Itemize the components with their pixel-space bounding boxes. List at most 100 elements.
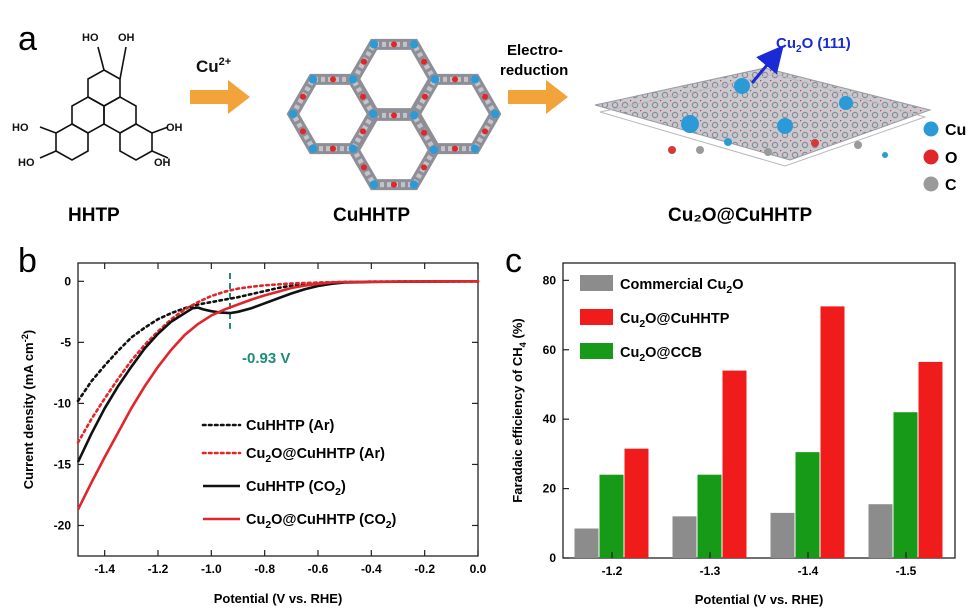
cu2o-cuhhtp-sheet: [595, 68, 930, 166]
x-tick-label: -1.4: [94, 562, 115, 576]
cu-node: [410, 180, 418, 188]
series-line-3: [78, 281, 478, 462]
cu-node: [349, 144, 357, 152]
arrow-2-line-1: Electro-: [507, 42, 563, 59]
panel-c-label: c: [505, 242, 522, 280]
legend-swatch-1: [580, 275, 613, 291]
o-atom: [330, 76, 336, 82]
callout-label: Cu2O (111): [776, 35, 851, 55]
cuhhtp-name: CuHHTP: [333, 205, 410, 226]
panel-b-label: b: [18, 242, 37, 280]
cu-node: [309, 75, 317, 83]
atom-legend-cu: Cu: [945, 122, 966, 139]
o-atom: [361, 59, 367, 65]
bar-1-1: [575, 529, 599, 559]
legend-swatch-2: [580, 309, 613, 325]
cu-node: [430, 146, 438, 154]
o-atom: [391, 182, 397, 188]
o-atom: [482, 94, 488, 100]
x-tick-label: -0.6: [308, 562, 329, 576]
hhtp-oh-top: OH: [118, 32, 135, 44]
legend-swatch-3: [580, 343, 613, 359]
y-axis-label: Current density (mA cm-2): [20, 330, 36, 490]
bar-3-2: [698, 475, 722, 558]
reaction-arrow-2: [508, 80, 568, 114]
bar-2-1: [625, 449, 649, 558]
arrow-2-line-2: reduction: [500, 62, 568, 79]
bar-3-1: [600, 475, 624, 558]
x-tick-label: -0.8: [254, 562, 275, 576]
bar-1-3: [771, 513, 795, 558]
legend-label-3: Cu2O@CCB: [620, 345, 702, 364]
y-tick-label: -5: [60, 335, 71, 349]
bar-1-4: [869, 504, 893, 558]
y-tick-label: 20: [543, 482, 557, 496]
hhtp-oh-right1: OH: [166, 122, 183, 134]
cu-node: [370, 180, 378, 188]
o-atom: [391, 41, 397, 47]
o-atom: [360, 128, 366, 134]
o-atom: [421, 130, 427, 136]
legend-label-1: Commercial Cu2O: [620, 277, 743, 296]
y-tick-label: 80: [543, 273, 557, 287]
o-atom: [421, 164, 427, 170]
legend-label-2: Cu2O@CuHHTP: [620, 311, 730, 330]
o-atom: [421, 59, 427, 65]
x-tick-label: -1.3: [700, 564, 721, 578]
cu-node: [471, 75, 479, 83]
y-tick-label: -15: [54, 457, 72, 471]
x-tick-label: -1.2: [602, 564, 623, 578]
x-tick-label: -1.2: [148, 562, 169, 576]
hhtp-oh-right2: OH: [154, 157, 171, 169]
panel-a-label: a: [18, 20, 37, 58]
cu-node: [369, 110, 377, 118]
cuhhtp-framework: [289, 40, 499, 189]
cu-node: [410, 111, 418, 119]
arrow-1-label: Cu2+: [196, 56, 231, 76]
hhtp-ho-left2: HO: [18, 157, 35, 169]
y-tick-label: 0: [64, 274, 71, 288]
o-atom: [360, 94, 366, 100]
atom-legend: Cu O C: [924, 122, 967, 195]
cu-node: [349, 75, 357, 83]
cu-node: [491, 110, 499, 118]
o-atom: [391, 112, 397, 118]
hhtp-ho-left1: HO: [12, 122, 29, 134]
legend-label-3: CuHHTP (CO2): [246, 479, 346, 498]
o-atom: [452, 76, 458, 82]
y-tick-label: 40: [543, 412, 557, 426]
x-tick-label: -0.4: [361, 562, 382, 576]
y-tick-label: -10: [54, 396, 72, 410]
legend-label-2: Cu2O@CuHHTP (Ar): [246, 446, 385, 465]
o-atom: [482, 128, 488, 134]
atom-legend-o: O: [945, 150, 957, 167]
y-axis-label: Faradaic efficiency of CH4 (%): [510, 318, 528, 502]
x-tick-label: -0.2: [414, 562, 435, 576]
x-tick-label: 0.0: [470, 562, 487, 576]
cu-node: [471, 144, 479, 152]
y-tick-label: -20: [54, 518, 72, 532]
hhtp-name: HHTP: [68, 205, 120, 226]
bar-3-4: [894, 412, 918, 558]
panel-a-scheme: a HO OH HO HO OH OH HHTP Cu2+: [12, 20, 966, 226]
x-axis-label: Potential (V vs. RHE): [695, 592, 824, 607]
cu-node: [410, 40, 418, 48]
bar-2-2: [723, 371, 747, 558]
bar-1-2: [673, 516, 697, 558]
o-atom: [300, 94, 306, 100]
legend-label-4: Cu2O@CuHHTP (CO2): [246, 512, 397, 531]
y-tick-label: 0: [549, 551, 556, 565]
cu-node: [289, 110, 297, 118]
bar-2-4: [919, 362, 943, 558]
x-tick-label: -1.4: [798, 564, 819, 578]
hhtp-ho-top: HO: [82, 32, 99, 44]
bar-2-3: [821, 306, 845, 558]
faradaic-efficiency-chart: 0 20 40 60 80 -1.2 -1.3 -1.4 -1.5 Commercial Cu2O…: [510, 263, 955, 607]
o-atom: [330, 146, 336, 152]
x-tick-label: -1.5: [896, 564, 917, 578]
lsv-chart: -1.4 -1.2 -1.0 -0.8 -0.6 -0.4 -0.2 0.0 0 -5 -10 -15…: [20, 263, 487, 606]
y-tick-label: 60: [543, 343, 557, 357]
legend-label-1: CuHHTP (Ar): [246, 418, 335, 434]
hhtp-structure: [40, 47, 168, 160]
